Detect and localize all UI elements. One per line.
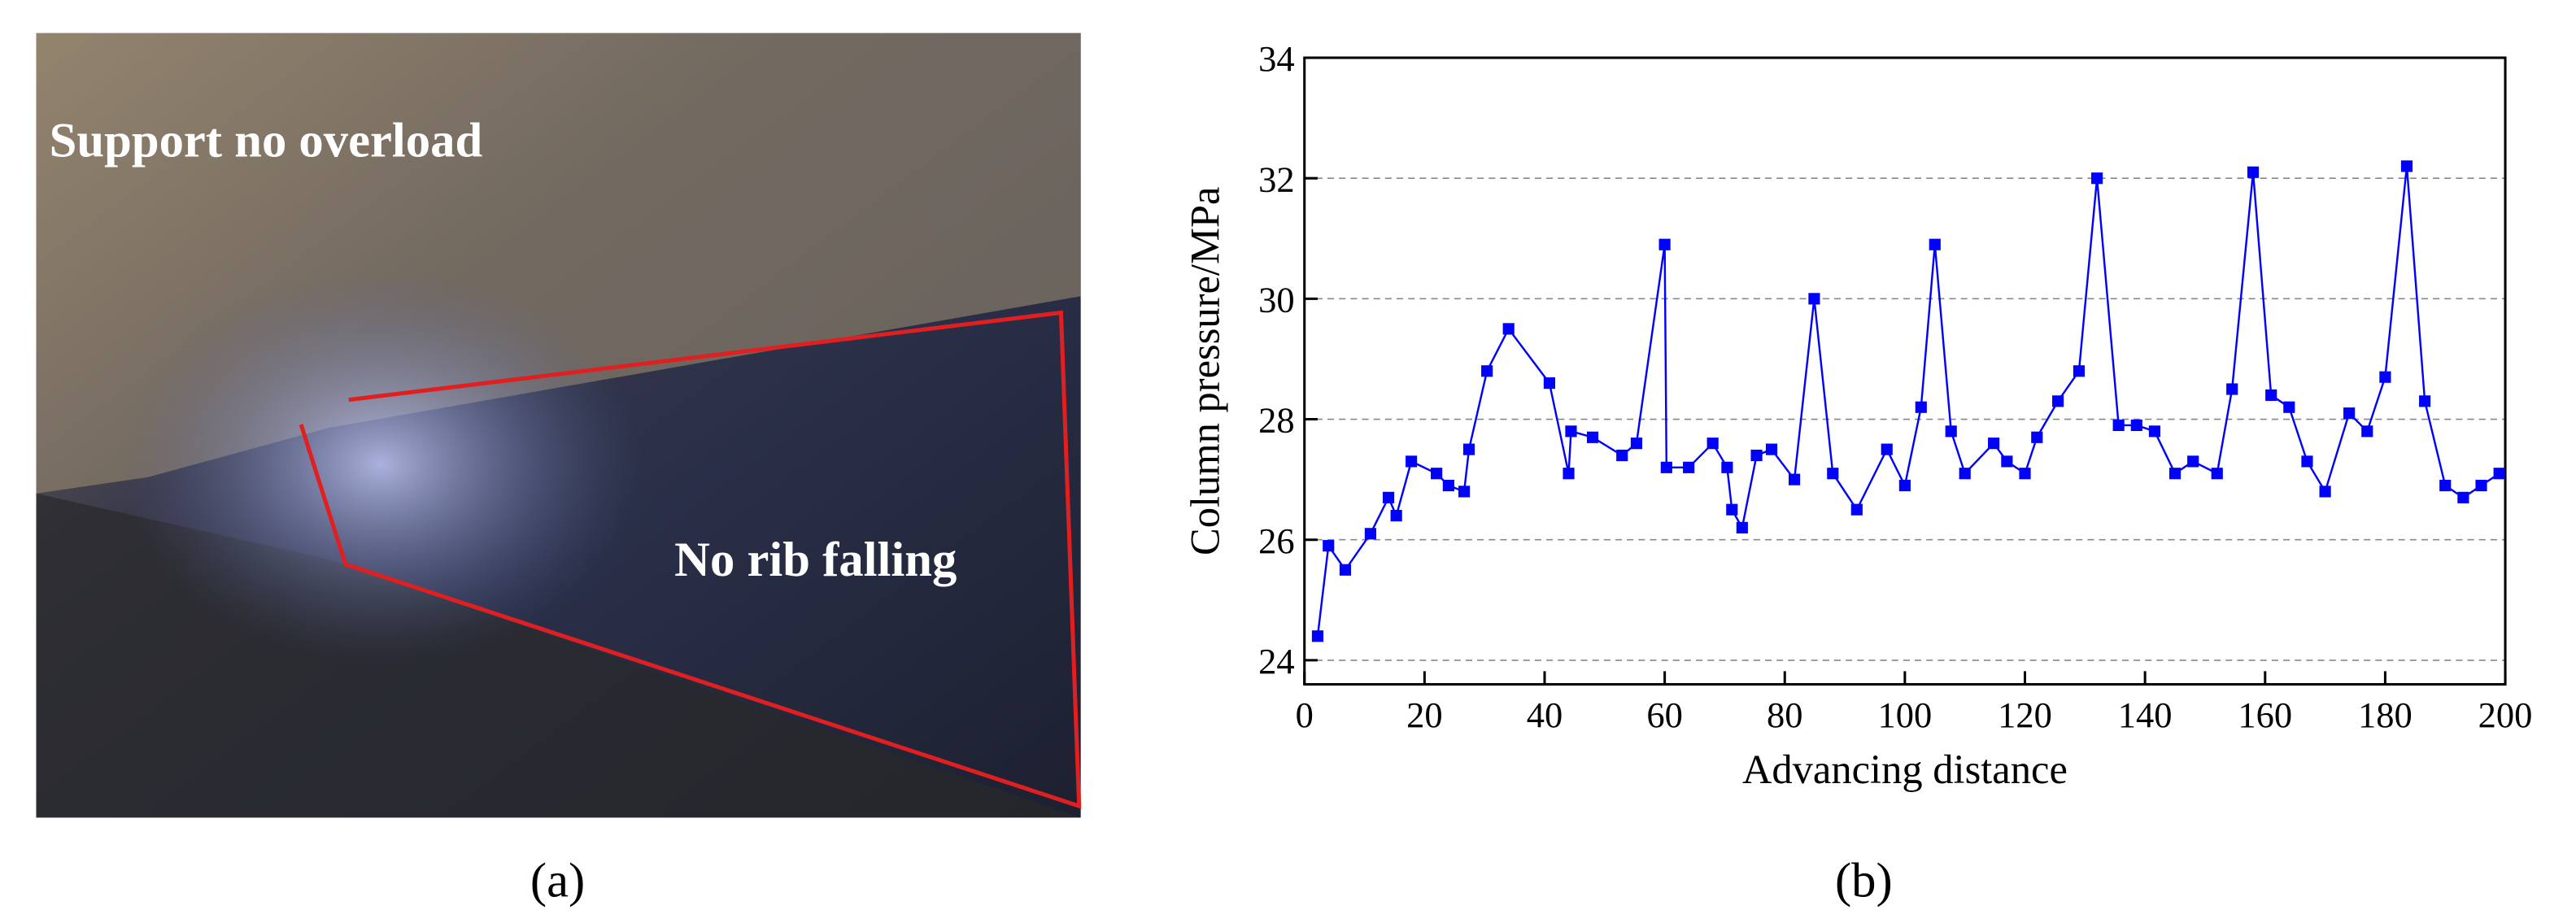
data-point bbox=[1323, 540, 1335, 552]
data-point bbox=[1808, 293, 1820, 305]
data-point bbox=[1959, 468, 1971, 480]
photo-label: No rib falling bbox=[674, 533, 957, 587]
data-point bbox=[2073, 365, 2086, 377]
x-tick-label: 60 bbox=[1646, 694, 1682, 735]
data-point bbox=[1543, 377, 1555, 390]
x-tick-label: 100 bbox=[1878, 694, 1933, 735]
rib-outline bbox=[299, 310, 1082, 809]
data-point bbox=[1406, 455, 1418, 468]
data-point bbox=[2457, 491, 2469, 503]
x-tick-label: 200 bbox=[2478, 694, 2533, 735]
y-tick-label: 24 bbox=[1258, 641, 1294, 681]
x-axis-title: Advancing distance bbox=[1742, 747, 2068, 792]
data-point bbox=[2001, 455, 2013, 468]
data-point bbox=[2400, 160, 2413, 172]
data-point bbox=[1442, 479, 1454, 492]
data-point bbox=[2301, 455, 2313, 468]
y-tick-label: 30 bbox=[1258, 280, 1294, 320]
data-point bbox=[2211, 468, 2223, 480]
axes-frame bbox=[1303, 56, 2507, 686]
data-point bbox=[1481, 365, 1493, 377]
photo-label: Support no overload bbox=[50, 113, 483, 168]
data-point bbox=[2343, 407, 2356, 420]
x-tick-label: 0 bbox=[1296, 694, 1314, 735]
data-point bbox=[1658, 238, 1671, 250]
panel-label: (a) bbox=[530, 853, 585, 908]
data-point bbox=[2168, 468, 2182, 480]
data-point bbox=[2112, 419, 2125, 432]
data-point bbox=[2283, 401, 2295, 413]
data-point bbox=[2379, 371, 2391, 383]
x-tick-label: 160 bbox=[2238, 694, 2292, 735]
x-tick-label: 40 bbox=[1527, 694, 1563, 735]
data-point bbox=[1726, 503, 1738, 516]
photo: Support no overload No rib falling bbox=[36, 33, 1082, 818]
data-point bbox=[1736, 521, 1748, 533]
data-point bbox=[2319, 485, 2331, 498]
panel-label: (b) bbox=[1835, 853, 1893, 908]
data-point bbox=[2265, 389, 2277, 401]
data-point bbox=[1706, 438, 1719, 450]
data-point bbox=[1563, 468, 1575, 480]
x-tick-label: 180 bbox=[2358, 694, 2413, 735]
x-tick-label: 80 bbox=[1767, 694, 1802, 735]
data-point bbox=[1721, 461, 1733, 473]
data-point bbox=[1827, 468, 1839, 480]
lamp-glow bbox=[36, 33, 1081, 818]
data-point bbox=[1898, 479, 1911, 492]
data-point bbox=[1382, 491, 1395, 503]
data-point bbox=[2226, 383, 2238, 395]
data-point bbox=[1660, 461, 1672, 473]
y-axis-title: Column pressure/MPa bbox=[1183, 187, 1228, 556]
data-point bbox=[2247, 166, 2260, 178]
data-point bbox=[1502, 323, 1515, 335]
x-tick-label: 140 bbox=[2118, 694, 2173, 735]
data-point bbox=[1462, 443, 1475, 455]
data-point bbox=[1945, 425, 1957, 438]
data-point bbox=[1339, 564, 1351, 576]
data-point bbox=[1765, 443, 1778, 455]
y-tick-label: 28 bbox=[1258, 400, 1294, 441]
data-point bbox=[2187, 455, 2199, 468]
data-point bbox=[2052, 395, 2064, 407]
data-point bbox=[1915, 401, 1927, 413]
data-point bbox=[1458, 485, 1471, 498]
x-tick-label: 120 bbox=[1998, 694, 2052, 735]
data-point bbox=[1988, 438, 2000, 450]
data-point bbox=[2019, 468, 2031, 480]
y-tick-label: 32 bbox=[1258, 159, 1294, 199]
data-point bbox=[1788, 473, 1801, 485]
data-point bbox=[2439, 479, 2452, 492]
data-point bbox=[1881, 443, 1893, 455]
data-point bbox=[1311, 630, 1324, 642]
data-point bbox=[1750, 449, 1763, 462]
data-point bbox=[2493, 468, 2505, 480]
data-point bbox=[1390, 510, 1402, 522]
data-point bbox=[1586, 431, 1599, 443]
data-point bbox=[1364, 528, 1376, 540]
data-point bbox=[2148, 425, 2161, 438]
data-point bbox=[1683, 461, 1695, 473]
data-point bbox=[1929, 238, 1941, 250]
y-tick-label: 26 bbox=[1258, 520, 1294, 561]
plot: 24 26 28 30 32 34 0 20 40 60 80 100 120 140 160 180 200 A… bbox=[1183, 38, 2533, 792]
data-point bbox=[2091, 172, 2103, 185]
data-point bbox=[2419, 395, 2431, 407]
data-point bbox=[1431, 468, 1443, 480]
data-point bbox=[1565, 425, 1577, 438]
data-point bbox=[2130, 419, 2142, 432]
data-point bbox=[1850, 503, 1863, 516]
data-point bbox=[2361, 425, 2373, 438]
data-point bbox=[2031, 431, 2043, 443]
y-tick-label: 34 bbox=[1258, 38, 1294, 79]
x-tick-label: 20 bbox=[1406, 694, 1442, 735]
data-point bbox=[1616, 449, 1628, 462]
data-point bbox=[2475, 479, 2487, 492]
data-point bbox=[1630, 438, 1643, 450]
data-line bbox=[1316, 166, 2500, 637]
